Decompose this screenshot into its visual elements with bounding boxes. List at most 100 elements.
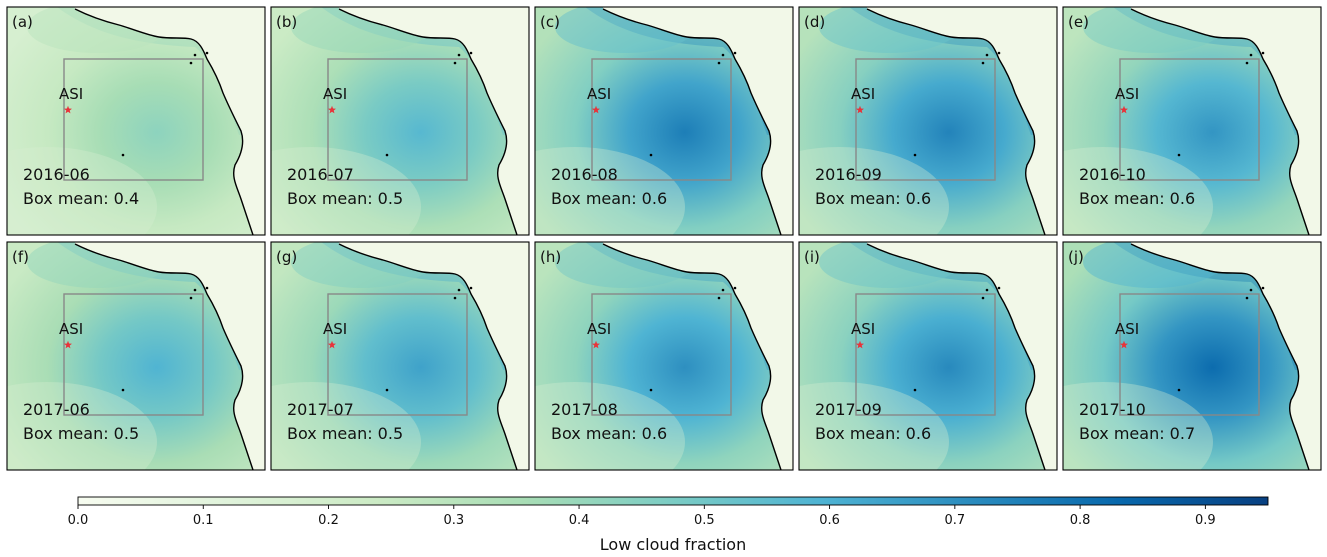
colorbar-tick-label: 0.8 bbox=[1070, 513, 1091, 528]
panel-frame bbox=[270, 241, 530, 471]
asi-label: ASI bbox=[587, 85, 611, 103]
colorbar: 0.0 0.1 0.2 0.3 0.4 0.5 0.6 0.7 0.8 0.9 Low cloud … bbox=[68, 496, 1269, 554]
analysis-box bbox=[591, 293, 732, 416]
coastline bbox=[1130, 243, 1310, 470]
map-panel: ASI (c) 2016-08 Box mean: 0.6 bbox=[534, 6, 794, 236]
island-dot bbox=[733, 51, 737, 55]
asi-star-marker bbox=[1120, 340, 1128, 349]
panel-label: (f) bbox=[12, 248, 29, 266]
colorbar-tick-label: 0.9 bbox=[1195, 513, 1216, 528]
panel-month: 2016-06 bbox=[23, 165, 90, 184]
land-area bbox=[339, 242, 529, 470]
land-area bbox=[603, 7, 793, 235]
panel-frame bbox=[270, 6, 530, 236]
map-panel: ASI (e) 2016-10 Box mean: 0.6 bbox=[1062, 6, 1322, 236]
panel-box-mean: Box mean: 0.5 bbox=[287, 189, 403, 208]
analysis-box bbox=[327, 293, 468, 416]
island-dot bbox=[385, 388, 389, 392]
panel-month: 2016-10 bbox=[1079, 165, 1146, 184]
island-dot bbox=[1245, 296, 1249, 300]
island-dot bbox=[1249, 288, 1253, 292]
island-dot bbox=[649, 388, 653, 392]
colorbar-tick-label: 0.7 bbox=[944, 513, 965, 528]
colorbar-tick-label: 0.0 bbox=[68, 513, 89, 528]
island-dot bbox=[721, 288, 725, 292]
panel-month: 2017-09 bbox=[815, 400, 882, 419]
island-dot bbox=[997, 51, 1001, 55]
panel-label: (j) bbox=[1068, 248, 1084, 266]
asi-star-marker bbox=[64, 340, 72, 349]
asi-star-marker bbox=[64, 105, 72, 114]
island-dot bbox=[913, 388, 917, 392]
panel-month: 2016-07 bbox=[287, 165, 354, 184]
asi-label: ASI bbox=[59, 85, 83, 103]
panel-frame bbox=[798, 6, 1058, 236]
colorbar-tick-label: 0.3 bbox=[443, 513, 464, 528]
colorbar-label: Low cloud fraction bbox=[600, 535, 746, 554]
panel-frame bbox=[798, 241, 1058, 471]
panel-month: 2017-07 bbox=[287, 400, 354, 419]
panel-frame bbox=[534, 6, 794, 236]
panel-month: 2017-08 bbox=[551, 400, 618, 419]
map-panel: ASI (d) 2016-09 Box mean: 0.6 bbox=[798, 6, 1058, 236]
island-dot bbox=[985, 288, 989, 292]
island-dot bbox=[981, 61, 985, 65]
analysis-box bbox=[855, 58, 996, 181]
analysis-box bbox=[591, 58, 732, 181]
map-panel: ASI (h) 2017-08 Box mean: 0.6 bbox=[534, 241, 794, 471]
coastline bbox=[1130, 8, 1310, 235]
land-area bbox=[75, 242, 265, 470]
island-dot bbox=[997, 286, 1001, 290]
colorbar-tick-label: 0.4 bbox=[569, 513, 590, 528]
panel-frame bbox=[6, 6, 266, 236]
map-panel: ASI (a) 2016-06 Box mean: 0.4 bbox=[6, 6, 266, 236]
panel-month: 2016-08 bbox=[551, 165, 618, 184]
island-dot bbox=[385, 153, 389, 157]
coastline bbox=[866, 243, 1046, 470]
island-dot bbox=[469, 286, 473, 290]
panel-box-mean: Box mean: 0.5 bbox=[23, 424, 139, 443]
land-area bbox=[867, 7, 1057, 235]
panel-box-mean: Box mean: 0.4 bbox=[23, 189, 139, 208]
colorbar-tick-label: 0.6 bbox=[819, 513, 840, 528]
asi-star-marker bbox=[856, 340, 864, 349]
colorbar-tick-label: 0.5 bbox=[694, 513, 715, 528]
island-dot bbox=[1249, 53, 1253, 57]
map-panel: ASI (f) 2017-06 Box mean: 0.5 bbox=[6, 241, 266, 471]
panel-box-mean: Box mean: 0.6 bbox=[551, 189, 667, 208]
asi-star-marker bbox=[328, 105, 336, 114]
island-dot bbox=[985, 53, 989, 57]
panel-frame bbox=[6, 241, 266, 471]
coastline bbox=[74, 243, 254, 470]
asi-label: ASI bbox=[851, 320, 875, 338]
island-dot bbox=[469, 51, 473, 55]
island-dot bbox=[121, 153, 125, 157]
panel-frame bbox=[534, 241, 794, 471]
asi-label: ASI bbox=[851, 85, 875, 103]
panel-box-mean: Box mean: 0.6 bbox=[815, 424, 931, 443]
panel-frame bbox=[1062, 241, 1322, 471]
asi-label: ASI bbox=[59, 320, 83, 338]
analysis-box bbox=[855, 293, 996, 416]
panel-label: (g) bbox=[276, 248, 297, 266]
panel-label: (d) bbox=[804, 13, 825, 31]
coastline bbox=[866, 8, 1046, 235]
map-panel: ASI (b) 2016-07 Box mean: 0.5 bbox=[270, 6, 530, 236]
panel-label: (a) bbox=[12, 13, 33, 31]
map-panel: ASI (i) 2017-09 Box mean: 0.6 bbox=[798, 241, 1058, 471]
island-dot bbox=[649, 153, 653, 157]
panel-label: (h) bbox=[540, 248, 561, 266]
asi-star-marker bbox=[328, 340, 336, 349]
asi-label: ASI bbox=[323, 320, 347, 338]
coastline bbox=[602, 243, 782, 470]
land-area bbox=[339, 7, 529, 235]
asi-star-marker bbox=[856, 105, 864, 114]
asi-label: ASI bbox=[587, 320, 611, 338]
land-area bbox=[75, 7, 265, 235]
asi-label: ASI bbox=[1115, 85, 1139, 103]
land-area bbox=[1131, 242, 1321, 470]
island-dot bbox=[1261, 51, 1265, 55]
island-dot bbox=[189, 296, 193, 300]
island-dot bbox=[721, 53, 725, 57]
island-dot bbox=[457, 288, 461, 292]
